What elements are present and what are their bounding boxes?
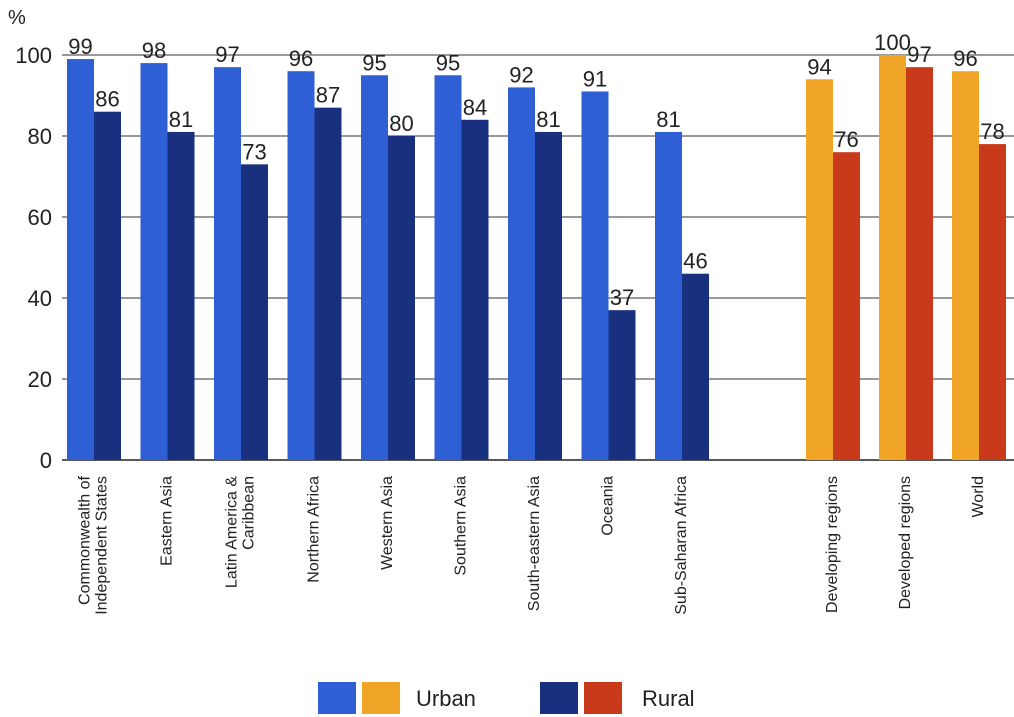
- data-label-rural: 80: [389, 111, 413, 136]
- bar-rural: [833, 152, 860, 460]
- x-axis: Commonwealth ofIndependent States Eastern…: [77, 475, 988, 614]
- legend-label-urban: Urban: [416, 686, 476, 711]
- bar-urban: [952, 71, 979, 460]
- bar-rural: [906, 67, 933, 461]
- x-tick-label: Eastern Asia: [159, 476, 176, 566]
- bar-urban: [879, 55, 906, 460]
- y-tick-label: 80: [28, 124, 52, 149]
- data-label-rural: 81: [169, 107, 193, 132]
- data-label-urban: 95: [436, 50, 460, 75]
- legend-swatch: [540, 682, 578, 714]
- x-tick-label: Commonwealth ofIndependent States: [77, 475, 111, 614]
- data-label-urban: 96: [289, 46, 313, 71]
- bar-rural: [461, 119, 489, 461]
- y-tick-label: 20: [28, 367, 52, 392]
- x-tick-label: World: [970, 476, 987, 518]
- bar-urban: [806, 79, 833, 461]
- x-tick-label: Sub-Saharan Africa: [673, 476, 690, 615]
- bar-rural: [608, 310, 636, 460]
- data-label-urban: 99: [68, 34, 92, 59]
- data-label-rural: 73: [242, 139, 266, 164]
- y-tick-label: 100: [15, 43, 52, 68]
- bar-urban: [434, 75, 462, 460]
- y-tick-label: 60: [28, 205, 52, 230]
- data-label-rural: 97: [907, 42, 931, 67]
- bar-urban: [214, 67, 241, 461]
- bar-urban: [361, 75, 388, 460]
- data-label-rural: 37: [610, 285, 634, 310]
- x-tick-label: Northern Africa: [306, 476, 323, 583]
- x-tick-label: Developing regions: [824, 476, 841, 613]
- bars: 9986988197739687958095849281913781469476…: [67, 30, 1006, 461]
- data-label-urban: 100: [874, 30, 911, 55]
- data-label-rural: 81: [536, 107, 560, 132]
- x-tick-label: Southern Asia: [453, 476, 470, 576]
- bar-rural: [979, 144, 1006, 460]
- legend-swatch: [584, 682, 622, 714]
- bar-urban: [140, 63, 168, 460]
- x-tick-label: Developed regions: [897, 476, 914, 609]
- bar-rural: [388, 136, 415, 460]
- x-tick-label: Latin America &Caribbean: [224, 476, 258, 588]
- bar-urban: [287, 71, 315, 460]
- y-tick-label: 40: [28, 286, 52, 311]
- y-unit-label: %: [8, 7, 26, 29]
- data-label-urban: 81: [656, 107, 680, 132]
- data-label-rural: 87: [316, 83, 340, 108]
- data-label-rural: 46: [683, 249, 707, 274]
- legend-label-rural: Rural: [642, 686, 695, 711]
- bar-urban: [581, 91, 609, 460]
- bar-rural: [682, 273, 709, 460]
- data-label-urban: 98: [142, 38, 166, 63]
- bar-rural: [94, 111, 121, 460]
- legend-swatch: [318, 682, 356, 714]
- data-label-urban: 92: [509, 62, 533, 87]
- data-label-rural: 78: [980, 119, 1004, 144]
- bar-rural: [241, 164, 268, 460]
- legend: Urban Rural: [318, 682, 695, 714]
- x-tick-label: Western Asia: [379, 476, 396, 570]
- x-tick-label: South-eastern Asia: [526, 476, 543, 611]
- data-label-urban: 94: [807, 54, 831, 79]
- x-tick-label: Oceania: [600, 476, 617, 536]
- y-axis: 0 20 40 60 80 100%: [8, 7, 52, 473]
- bar-rural: [167, 131, 195, 460]
- bar-urban: [67, 59, 94, 461]
- data-label-urban: 91: [583, 66, 607, 91]
- data-label-urban: 96: [953, 46, 977, 71]
- data-label-rural: 86: [95, 87, 119, 112]
- y-tick-label: 0: [40, 448, 52, 473]
- bar-rural: [314, 107, 342, 461]
- bar-urban: [655, 131, 682, 460]
- data-label-urban: 95: [362, 50, 386, 75]
- data-label-rural: 84: [463, 95, 487, 120]
- bar-urban: [508, 87, 535, 461]
- legend-swatch: [362, 682, 400, 714]
- data-label-rural: 76: [834, 127, 858, 152]
- data-label-urban: 97: [215, 42, 239, 67]
- bar-rural: [535, 131, 562, 460]
